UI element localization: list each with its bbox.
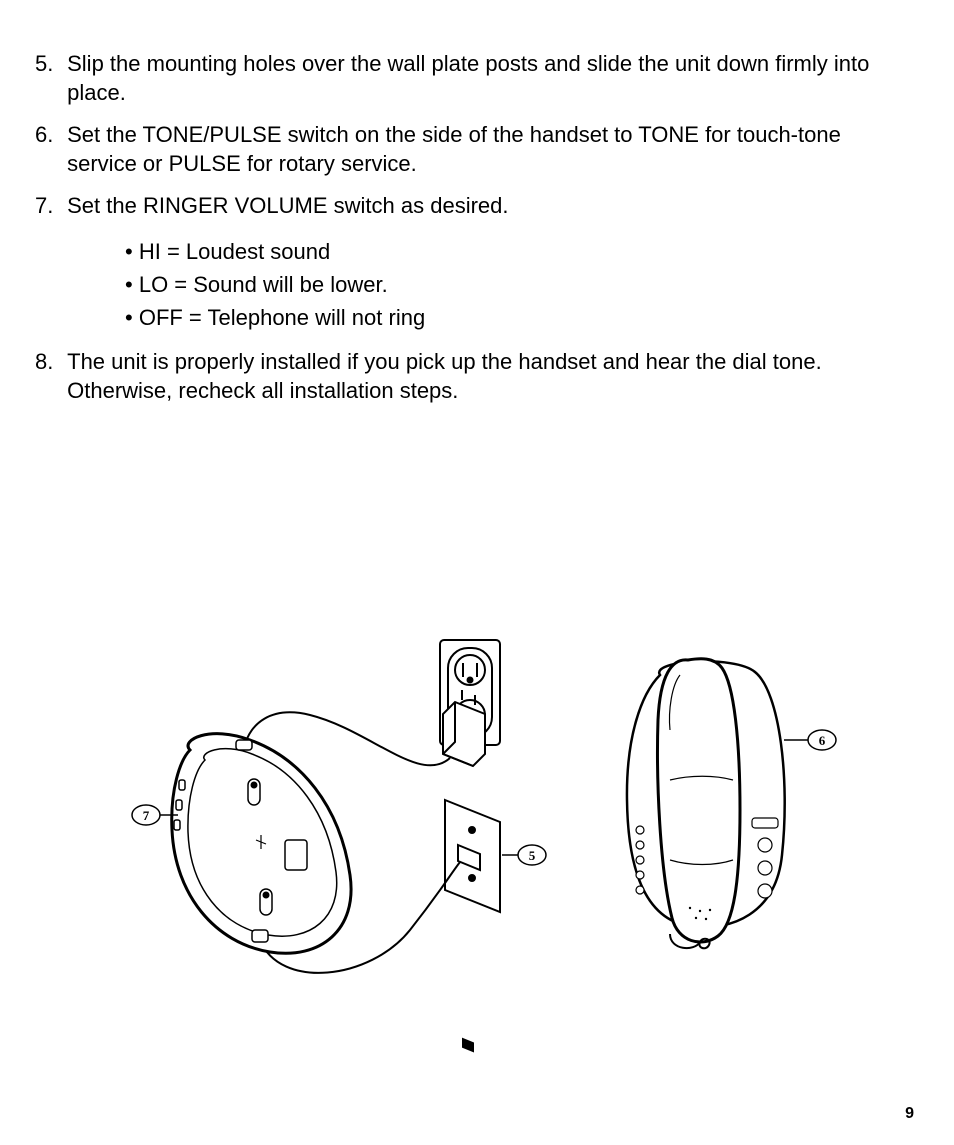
bullet-off: OFF = Telephone will not ring: [125, 301, 919, 334]
instruction-8: 8. The unit is properly installed if you…: [35, 348, 919, 405]
instruction-text: Slip the mounting holes over the wall pl…: [67, 50, 907, 107]
instruction-number: 8.: [35, 348, 61, 377]
bullet-hi: HI = Loudest sound: [125, 235, 919, 268]
callout-6-label: 6: [819, 733, 826, 748]
bullet-lo: LO = Sound will be lower.: [125, 268, 919, 301]
instruction-5: 5. Slip the mounting holes over the wall…: [35, 50, 919, 107]
instruction-text: The unit is properly installed if you pi…: [67, 348, 907, 405]
callout-5: 5: [502, 845, 546, 865]
instruction-number: 7.: [35, 192, 61, 221]
page-number: 9: [905, 1105, 914, 1123]
wall-plate-icon: [445, 800, 500, 1051]
ringer-volume-bullets: HI = Loudest sound LO = Sound will be lo…: [125, 235, 919, 334]
document-page: 5. Slip the mounting holes over the wall…: [0, 0, 954, 1145]
callout-6: 6: [784, 730, 836, 750]
callout-7-label: 7: [143, 808, 150, 823]
instruction-number: 5.: [35, 50, 61, 79]
instruction-6: 6. Set the TONE/PULSE switch on the side…: [35, 121, 919, 178]
instruction-text: Set the TONE/PULSE switch on the side of…: [67, 121, 907, 178]
instruction-text: Set the RINGER VOLUME switch as desired.: [67, 192, 907, 221]
instruction-7: 7. Set the RINGER VOLUME switch as desir…: [35, 192, 919, 221]
installation-figure: 7 5: [0, 630, 954, 1070]
instruction-number: 6.: [35, 121, 61, 150]
callout-5-label: 5: [529, 848, 536, 863]
phone-base-back-icon: [172, 734, 351, 954]
handset-icon: [658, 659, 740, 942]
left-diagram: 7 5: [132, 640, 546, 1051]
right-diagram: 6: [627, 659, 836, 949]
